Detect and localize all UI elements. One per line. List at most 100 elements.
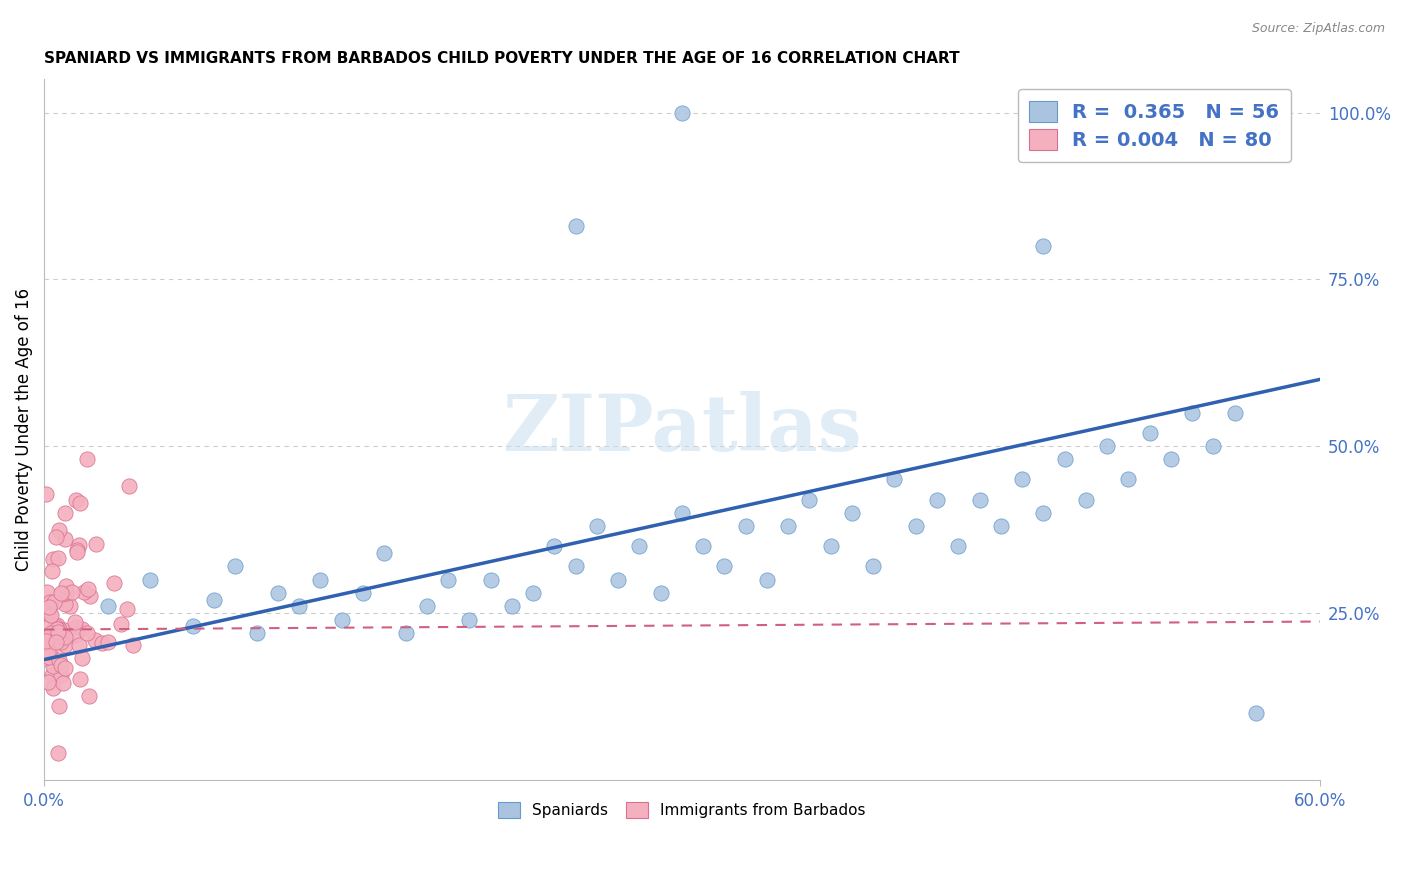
Point	[373, 546, 395, 560]
Point	[53, 623, 76, 637]
Point	[52, 675, 75, 690]
Point	[650, 586, 672, 600]
Point	[65, 492, 87, 507]
Point	[1011, 473, 1033, 487]
Point	[543, 539, 565, 553]
Point	[38, 600, 60, 615]
Point	[35, 606, 58, 620]
Point	[564, 559, 586, 574]
Point	[352, 586, 374, 600]
Point	[224, 559, 246, 574]
Point	[53, 506, 76, 520]
Point	[841, 506, 863, 520]
Point	[122, 638, 145, 652]
Point	[1160, 452, 1182, 467]
Point	[1181, 406, 1204, 420]
Point	[67, 538, 90, 552]
Point	[862, 559, 884, 574]
Point	[671, 105, 693, 120]
Point	[34, 651, 56, 665]
Point	[41, 626, 63, 640]
Point	[330, 613, 353, 627]
Point	[925, 492, 948, 507]
Point	[48, 622, 70, 636]
Point	[49, 668, 72, 682]
Point	[66, 545, 89, 559]
Point	[66, 543, 89, 558]
Point	[39, 645, 62, 659]
Point	[73, 585, 96, 599]
Point	[63, 615, 86, 630]
Point	[1244, 706, 1267, 720]
Point	[76, 452, 98, 467]
Point	[65, 620, 87, 634]
Point	[72, 651, 94, 665]
Point	[948, 539, 970, 553]
Point	[713, 559, 735, 574]
Point	[969, 492, 991, 507]
Point	[42, 681, 65, 695]
Point	[44, 634, 66, 648]
Point	[53, 638, 76, 652]
Point	[39, 608, 62, 623]
Point	[202, 592, 225, 607]
Point	[1095, 439, 1118, 453]
Y-axis label: Child Poverty Under the Age of 16: Child Poverty Under the Age of 16	[15, 288, 32, 571]
Point	[48, 653, 70, 667]
Point	[49, 657, 72, 672]
Text: Source: ZipAtlas.com: Source: ZipAtlas.com	[1251, 22, 1385, 36]
Point	[51, 587, 73, 601]
Point	[479, 573, 502, 587]
Point	[416, 599, 439, 614]
Point	[53, 597, 76, 611]
Point	[84, 537, 107, 551]
Point	[628, 539, 651, 553]
Point	[55, 579, 77, 593]
Point	[42, 594, 65, 608]
Point	[671, 506, 693, 520]
Point	[44, 619, 66, 633]
Point	[883, 473, 905, 487]
Point	[77, 689, 100, 703]
Point	[37, 645, 59, 659]
Point	[48, 699, 70, 714]
Point	[38, 650, 60, 665]
Point	[103, 575, 125, 590]
Point	[586, 519, 609, 533]
Point	[84, 632, 107, 647]
Point	[70, 623, 93, 637]
Point	[110, 616, 132, 631]
Point	[1139, 425, 1161, 440]
Point	[564, 219, 586, 233]
Point	[76, 625, 98, 640]
Point	[309, 573, 332, 587]
Point	[522, 586, 544, 600]
Point	[990, 519, 1012, 533]
Legend: Spaniards, Immigrants from Barbados: Spaniards, Immigrants from Barbados	[492, 797, 872, 824]
Point	[41, 564, 63, 578]
Point	[904, 519, 927, 533]
Point	[267, 586, 290, 600]
Point	[39, 618, 62, 632]
Point	[97, 599, 120, 614]
Point	[501, 599, 523, 614]
Point	[41, 668, 63, 682]
Point	[1223, 406, 1246, 420]
Point	[53, 630, 76, 644]
Point	[55, 586, 77, 600]
Point	[39, 607, 62, 622]
Point	[67, 638, 90, 652]
Point	[48, 524, 70, 538]
Point	[59, 599, 82, 613]
Point	[45, 618, 67, 632]
Point	[778, 519, 800, 533]
Point	[39, 595, 62, 609]
Point	[77, 582, 100, 596]
Point	[42, 658, 65, 673]
Point	[65, 627, 87, 641]
Point	[49, 586, 72, 600]
Point	[181, 619, 204, 633]
Point	[48, 746, 70, 760]
Point	[1053, 452, 1076, 467]
Point	[45, 530, 67, 544]
